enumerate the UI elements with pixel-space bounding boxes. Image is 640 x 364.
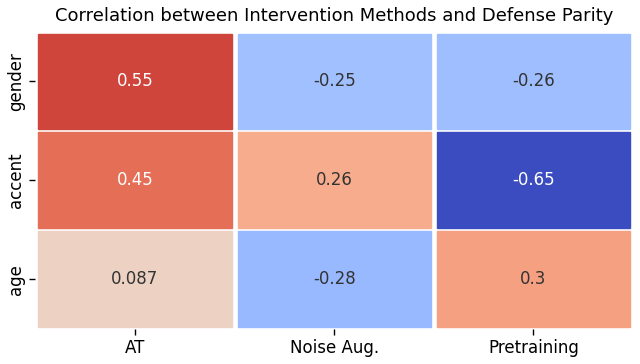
Text: 0.45: 0.45	[116, 171, 154, 189]
Text: 0.087: 0.087	[111, 270, 159, 288]
Text: -0.26: -0.26	[512, 72, 555, 91]
FancyBboxPatch shape	[437, 132, 630, 228]
Text: -0.25: -0.25	[313, 72, 356, 91]
FancyBboxPatch shape	[237, 231, 431, 327]
FancyBboxPatch shape	[437, 33, 630, 130]
Text: 0.26: 0.26	[316, 171, 353, 189]
Title: Correlation between Intervention Methods and Defense Parity: Correlation between Intervention Methods…	[55, 7, 613, 25]
FancyBboxPatch shape	[437, 231, 630, 327]
Text: -0.65: -0.65	[512, 171, 555, 189]
Text: 0.3: 0.3	[520, 270, 547, 288]
FancyBboxPatch shape	[38, 231, 232, 327]
FancyBboxPatch shape	[38, 33, 232, 130]
Text: 0.55: 0.55	[116, 72, 154, 91]
FancyBboxPatch shape	[38, 132, 232, 228]
FancyBboxPatch shape	[237, 33, 431, 130]
Text: -0.28: -0.28	[313, 270, 356, 288]
FancyBboxPatch shape	[237, 132, 431, 228]
